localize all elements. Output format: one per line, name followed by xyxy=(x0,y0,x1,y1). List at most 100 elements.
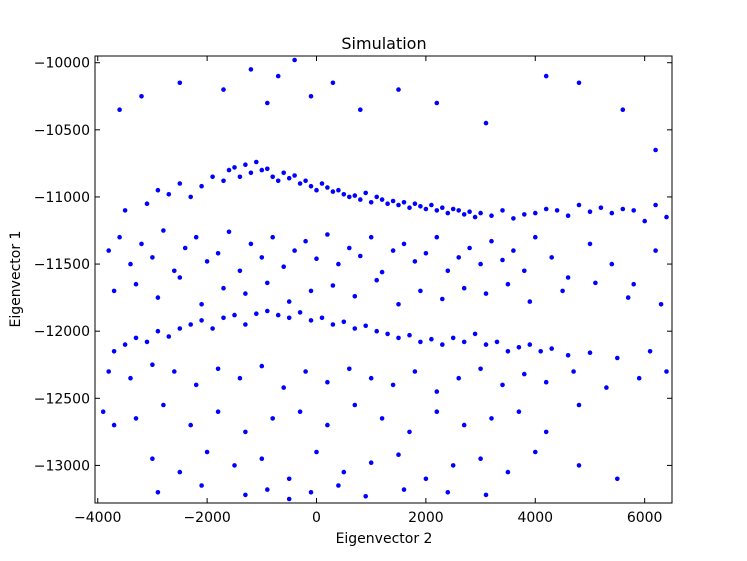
data-point xyxy=(516,345,522,350)
data-point xyxy=(286,315,292,321)
data-point xyxy=(172,369,177,374)
data-point xyxy=(133,335,139,341)
data-point xyxy=(177,326,183,331)
data-point xyxy=(407,332,412,338)
data-point xyxy=(604,385,609,390)
data-point xyxy=(412,201,418,206)
plot-frame xyxy=(94,55,673,504)
data-point xyxy=(221,315,226,321)
data-point xyxy=(325,232,330,237)
data-point xyxy=(374,194,380,200)
data-point xyxy=(543,379,549,385)
data-point xyxy=(193,234,199,240)
data-point xyxy=(226,229,232,235)
data-point xyxy=(270,174,276,180)
data-point xyxy=(565,353,571,358)
data-point xyxy=(368,460,374,466)
data-point xyxy=(111,422,117,428)
data-point xyxy=(177,275,183,280)
data-point xyxy=(308,490,314,495)
data-point xyxy=(396,302,401,307)
data-point xyxy=(314,187,319,193)
x-axis: −4000 −2000 0 2000 4000 6000 xyxy=(74,56,662,526)
data-point xyxy=(527,299,533,304)
data-point xyxy=(330,80,336,86)
data-point xyxy=(330,283,336,288)
data-point xyxy=(133,416,139,421)
data-point xyxy=(128,261,133,267)
data-point xyxy=(352,326,358,331)
data-point xyxy=(265,308,270,314)
data-point xyxy=(445,210,451,216)
data-point xyxy=(423,206,429,212)
data-point xyxy=(549,255,554,260)
data-point xyxy=(319,315,325,321)
data-point xyxy=(565,213,571,218)
data-point xyxy=(117,234,122,240)
data-point xyxy=(237,268,243,274)
data-point xyxy=(593,280,598,286)
data-point xyxy=(396,202,401,208)
data-point xyxy=(199,483,204,488)
data-point xyxy=(352,402,358,408)
data-point xyxy=(286,496,292,502)
data-point xyxy=(314,256,319,262)
data-point xyxy=(128,375,133,381)
data-point xyxy=(440,205,445,210)
data-point xyxy=(292,57,297,63)
data-point xyxy=(303,369,308,374)
data-point xyxy=(106,369,111,374)
data-point xyxy=(341,319,347,325)
data-point xyxy=(543,206,549,212)
data-point xyxy=(418,204,423,209)
data-point xyxy=(155,328,161,334)
data-point xyxy=(325,379,330,385)
x-tick-label: 2000 xyxy=(408,510,444,526)
data-point xyxy=(226,167,232,173)
data-point xyxy=(396,87,401,92)
data-point xyxy=(303,178,308,184)
data-point xyxy=(232,463,237,468)
data-point xyxy=(352,193,358,198)
data-point xyxy=(144,339,150,345)
data-point xyxy=(631,208,636,213)
data-point xyxy=(653,248,658,253)
data-point xyxy=(401,200,407,205)
data-point xyxy=(111,288,117,294)
data-point xyxy=(489,213,494,218)
data-point xyxy=(456,255,462,260)
data-point xyxy=(248,67,254,72)
data-point xyxy=(522,212,527,217)
data-point xyxy=(341,469,347,475)
data-point xyxy=(336,483,341,488)
data-point xyxy=(237,174,243,180)
data-point xyxy=(511,216,516,221)
data-point xyxy=(429,202,434,208)
data-point xyxy=(642,218,647,224)
data-point xyxy=(609,210,615,216)
data-point xyxy=(155,295,161,300)
y-tick-label: −11500 xyxy=(34,257,90,273)
data-point xyxy=(445,490,451,495)
data-point xyxy=(412,369,418,374)
data-point xyxy=(232,312,237,318)
data-point xyxy=(505,469,511,475)
data-point xyxy=(379,269,385,275)
data-point xyxy=(429,336,434,342)
data-point xyxy=(434,389,440,394)
data-point xyxy=(281,264,287,270)
data-point xyxy=(368,200,374,205)
data-point xyxy=(347,366,352,372)
data-point xyxy=(587,241,593,247)
data-point xyxy=(538,349,543,354)
data-point xyxy=(533,449,538,455)
data-point xyxy=(505,349,511,354)
data-point xyxy=(461,212,467,217)
data-point xyxy=(653,202,658,208)
data-point xyxy=(265,487,270,492)
data-point xyxy=(325,185,330,190)
data-point xyxy=(385,201,390,206)
data-point xyxy=(243,162,248,167)
data-point xyxy=(412,259,418,264)
data-point xyxy=(352,294,358,299)
